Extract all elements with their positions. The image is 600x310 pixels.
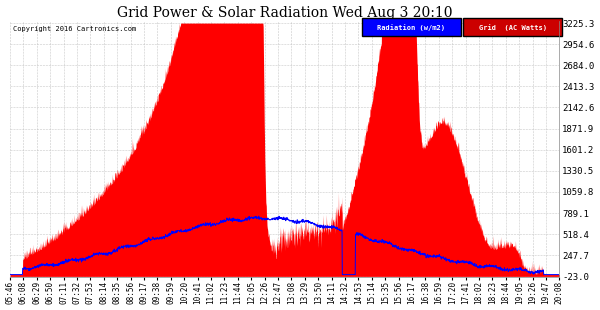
FancyBboxPatch shape (463, 18, 562, 36)
Text: Grid  (AC Watts): Grid (AC Watts) (479, 24, 547, 31)
Text: Copyright 2016 Cartronics.com: Copyright 2016 Cartronics.com (13, 26, 136, 32)
FancyBboxPatch shape (362, 18, 461, 36)
Text: Radiation (w/m2): Radiation (w/m2) (377, 24, 445, 31)
Title: Grid Power & Solar Radiation Wed Aug 3 20:10: Grid Power & Solar Radiation Wed Aug 3 2… (117, 6, 452, 20)
